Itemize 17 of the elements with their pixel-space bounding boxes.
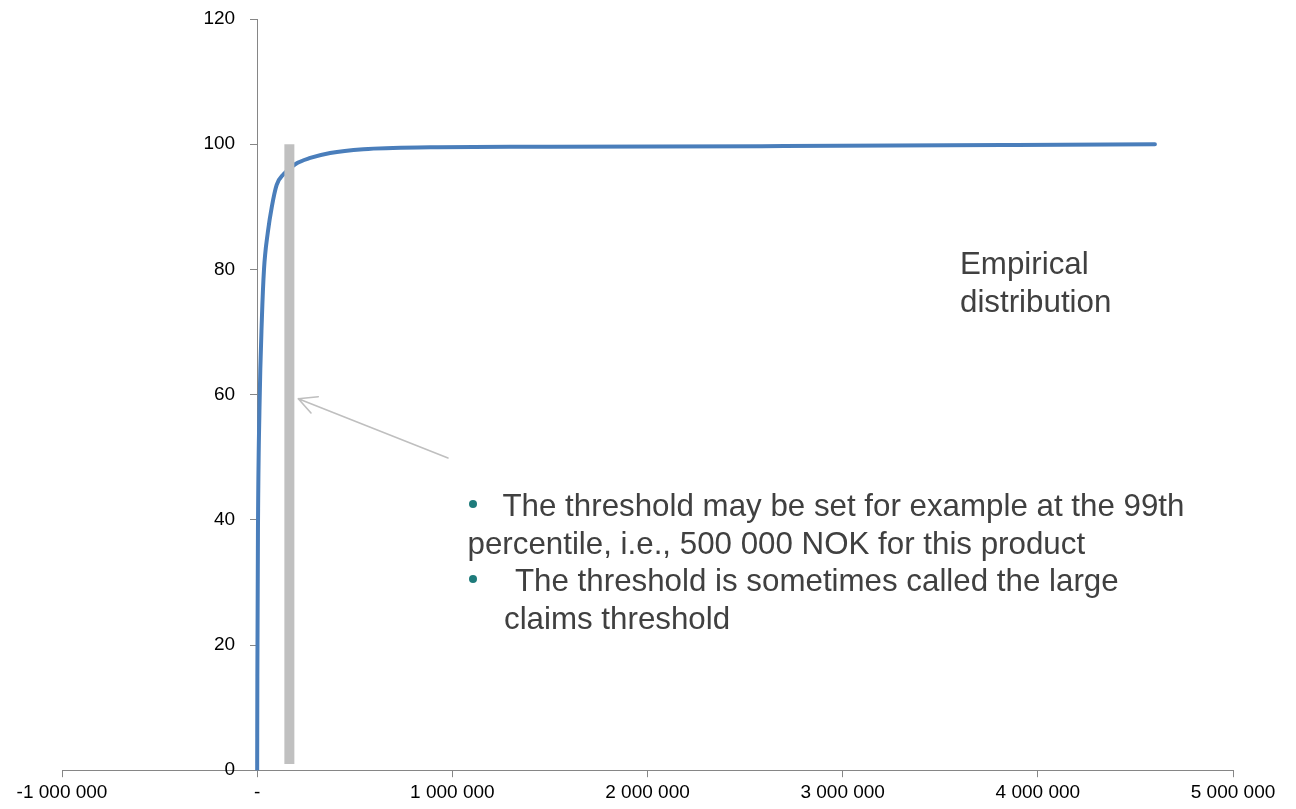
annotation: Empirical distribution (960, 246, 1112, 319)
x-tick-label: - (254, 780, 261, 802)
y-tick-label: 100 (203, 132, 236, 154)
x-tick-label: 4 000 000 (995, 780, 1081, 802)
y-tick-label: 80 (214, 257, 236, 279)
x-tick-label: 5 000 000 (1190, 780, 1276, 802)
x-tick-label: 2 000 000 (605, 780, 690, 802)
y-tick-label: 120 (203, 7, 236, 29)
x-tick-label: 3 000 000 (800, 780, 885, 802)
y-tick-label: 20 (214, 633, 236, 655)
y-tick-label: 40 (214, 508, 236, 530)
x-tick-label: -1 000 000 (16, 780, 108, 802)
y-tick-label: 0 (224, 758, 236, 780)
annotation: The threshold is sometimes called the large claims threshold (504, 563, 1119, 636)
y-tick-label: 60 (214, 382, 236, 404)
annotation: The threshold may be set for example at the 99th percentile, i.e., 500 000 NOK for this product (467, 488, 1185, 561)
x-tick-label: 1 000 000 (410, 780, 495, 802)
